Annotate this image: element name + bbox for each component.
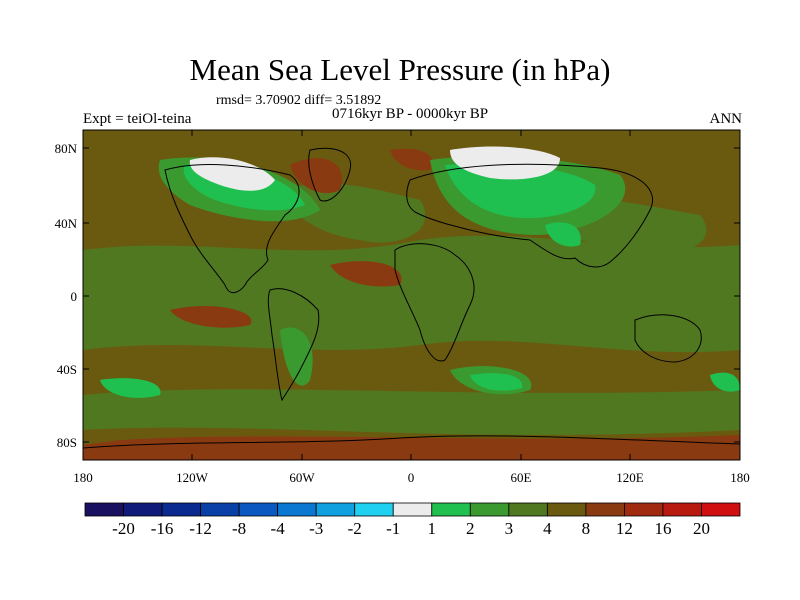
colorbar-swatch: [161, 502, 201, 517]
coast-greenland: [308, 147, 352, 202]
season-label: ANN: [709, 111, 743, 127]
colorbar-label: -20: [112, 519, 135, 538]
lat-label-0: 0: [70, 289, 78, 304]
stats-text: rmsd= 3.70902 diff= 3.51892: [216, 93, 382, 108]
lat-label-80s: 80S: [56, 435, 77, 450]
colorbar-label: -16: [150, 519, 174, 538]
bright-green-eurasia: [445, 163, 596, 219]
brown-atlantic: [330, 261, 402, 287]
white-laurentide: [189, 157, 275, 191]
colorbar-swatch: [662, 502, 702, 517]
colorbar-swatch: [585, 502, 625, 517]
lat-label-40s: 40S: [56, 362, 77, 377]
colorbar-label: -2: [347, 519, 362, 538]
colorbar-label: -3: [309, 519, 324, 538]
coastlines: [83, 147, 740, 449]
lon-label-180e: 180: [730, 470, 750, 485]
colorbar-label: 8: [581, 519, 591, 538]
colorbar-swatch: [315, 502, 356, 517]
colorbar: [84, 502, 741, 517]
colorbar-label: 20: [692, 519, 710, 538]
colorbar-swatch: [354, 502, 394, 517]
white-fennoscandia: [450, 146, 560, 180]
period-text: 0716kyr BP - 0000kyr BP: [331, 106, 489, 122]
brown-north-pacific: [290, 158, 342, 194]
colorbar-label: 2: [466, 519, 475, 538]
bright-green-southwest: [710, 372, 740, 392]
brown-north-atlantic-2: [390, 148, 433, 171]
experiment-label: Expt = teiOl-teina: [83, 111, 192, 127]
colorbar-swatch: [546, 502, 587, 517]
lon-label-0: 0: [407, 470, 415, 485]
colorbar-swatch: [701, 502, 741, 517]
lon-label-60e: 60E: [510, 470, 532, 485]
colorbar-swatch: [392, 502, 433, 517]
coast-south-america: [267, 288, 320, 402]
lon-label-120w: 120W: [176, 470, 208, 485]
lon-label-60w: 60W: [289, 470, 315, 485]
brown-east-pacific: [170, 305, 252, 328]
colorbar-label: -8: [232, 519, 247, 538]
lat-label-80n: 80N: [54, 141, 77, 156]
colorbar-swatch: [84, 502, 124, 517]
olive-north-atlantic: [280, 183, 426, 243]
coast-north-america: [164, 164, 300, 294]
axis-ticks: [83, 130, 740, 460]
colorbar-swatch: [123, 502, 163, 517]
colorbar-swatch: [624, 502, 664, 517]
lon-label-120e: 120E: [616, 470, 644, 485]
colorbar-label: 4: [543, 519, 552, 538]
coast-eurasia: [406, 163, 653, 268]
bright-green-south-pacific: [100, 378, 161, 398]
colorbar-label: -12: [189, 519, 212, 538]
colorbar-swatch: [238, 502, 279, 517]
colorbar-swatch: [277, 502, 317, 517]
colorbar-label: -1: [386, 519, 401, 538]
olive-southern-band: [83, 389, 740, 435]
colorbar-swatch: [200, 502, 240, 517]
bright-green-south-atlantic: [470, 373, 523, 391]
colorbar-label: 1: [427, 519, 437, 538]
colorbar-label: 16: [654, 519, 672, 538]
colorbar-label: 12: [615, 519, 633, 538]
colorbar-label: -4: [270, 519, 285, 538]
lat-label-40n: 40N: [54, 216, 77, 231]
olive-tropical-band: [83, 235, 740, 353]
green-south-america: [280, 327, 313, 386]
coast-africa: [394, 243, 475, 362]
colorbar-swatch: [508, 502, 548, 517]
brown-antarctic: [83, 435, 740, 460]
coast-australia: [634, 314, 702, 363]
bright-green-siberia: [545, 222, 581, 247]
colorbar-swatch: [469, 502, 510, 517]
coast-antarctica: [83, 435, 740, 449]
pressure-field: [83, 130, 740, 460]
map-title: Mean Sea Level Pressure (in hPa): [189, 52, 611, 87]
lon-label-180w: 180: [73, 470, 93, 485]
colorbar-swatch: [431, 502, 471, 517]
colorbar-label: 3: [504, 519, 514, 538]
